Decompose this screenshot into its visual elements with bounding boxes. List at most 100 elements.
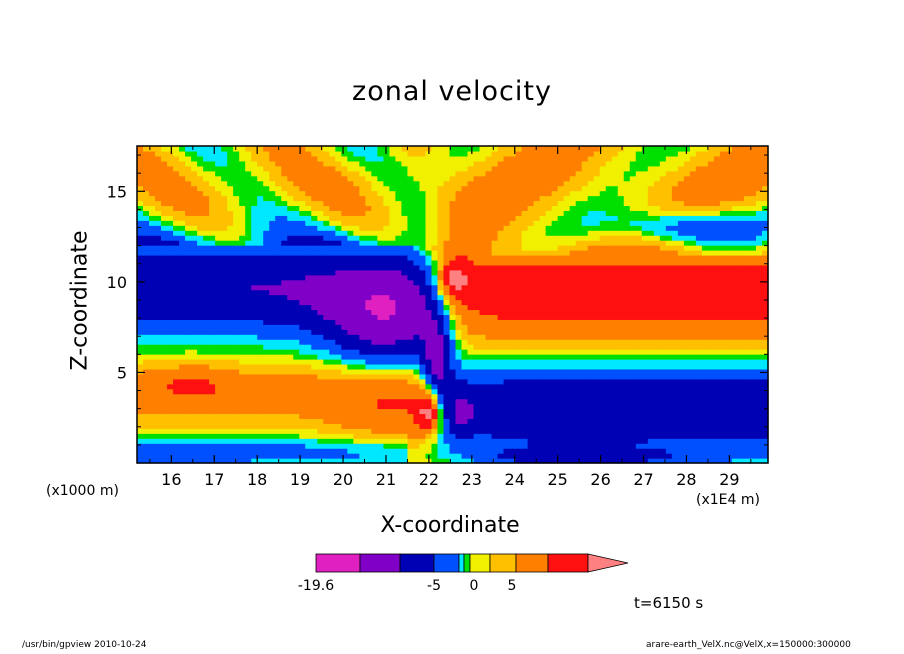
contour-cell: [653, 363, 661, 370]
contour-cell: [365, 383, 372, 390]
contour-cell: [341, 378, 348, 385]
contour-cell: [557, 259, 565, 266]
contour-cell: [407, 230, 415, 236]
contour-cell: [395, 358, 403, 365]
contour-cell: [443, 408, 451, 415]
contour-cell: [521, 314, 529, 320]
contour-cell: [647, 423, 655, 429]
contour-cell: [257, 448, 264, 454]
contour-cell: [695, 289, 703, 296]
contour-cell: [347, 235, 354, 241]
contour-cell: [449, 428, 457, 434]
contour-cell: [503, 314, 511, 320]
contour-cell: [341, 433, 348, 439]
contour-cell: [251, 403, 258, 410]
contour-cell: [149, 319, 156, 325]
contour-cell: [677, 388, 685, 395]
contour-cell: [371, 448, 378, 454]
contour-cell: [167, 368, 174, 375]
contour-cell: [323, 393, 330, 400]
contour-cell: [569, 284, 577, 291]
contour-cell: [233, 254, 240, 261]
contour-cell: [713, 344, 721, 350]
contour-cell: [347, 349, 354, 355]
contour-cell: [461, 344, 469, 350]
contour-cell: [749, 388, 757, 395]
contour-cell: [365, 329, 372, 335]
contour-cell: [425, 279, 433, 286]
contour-cell: [587, 413, 595, 420]
contour-cell: [599, 314, 607, 320]
contour-cell: [587, 383, 595, 390]
contour-cell: [155, 354, 162, 360]
contour-cell: [521, 245, 529, 251]
contour-cell: [323, 428, 330, 434]
contour-cell: [557, 433, 565, 439]
contour-cell: [215, 334, 222, 340]
contour-cell: [503, 304, 511, 311]
contour-cell: [641, 363, 649, 370]
contour-cell: [689, 344, 697, 350]
contour-cell: [365, 388, 372, 395]
contour-cell: [233, 339, 240, 345]
contour-cell: [491, 373, 499, 380]
contour-cell: [575, 358, 583, 365]
contour-cell: [161, 438, 168, 444]
contour-cell: [677, 250, 685, 256]
contour-cell: [731, 423, 739, 429]
contour-cell: [647, 274, 655, 281]
contour-cell: [167, 443, 174, 449]
contour-cell: [641, 349, 649, 355]
contour-cell: [383, 354, 390, 360]
contour-cell: [377, 259, 384, 266]
contour-cell: [509, 458, 517, 464]
contour-cell: [347, 398, 354, 405]
contour-cell: [749, 254, 757, 261]
contour-cell: [455, 408, 463, 415]
contour-cell: [251, 443, 258, 449]
contour-cell: [485, 408, 493, 415]
contour-cell: [503, 299, 511, 306]
contour-cell: [149, 363, 156, 370]
contour-cell: [713, 443, 721, 449]
contour-cell: [539, 433, 547, 439]
contour-cell: [155, 319, 162, 325]
contour-cell: [359, 398, 366, 405]
contour-cell: [701, 443, 709, 449]
contour-cell: [257, 264, 264, 271]
contour-cell: [137, 418, 144, 424]
contour-cell: [557, 443, 565, 449]
contour-cell: [605, 373, 613, 380]
contour-cell: [611, 309, 619, 315]
contour-cell: [671, 448, 679, 454]
contour-cell: [713, 378, 721, 385]
contour-cell: [179, 383, 186, 390]
contour-cell: [383, 423, 390, 429]
contour-cell: [713, 398, 721, 405]
contour-cell: [497, 289, 505, 296]
contour-cell: [269, 334, 276, 340]
contour-cell: [437, 329, 445, 335]
contour-cell: [605, 314, 613, 320]
contour-cell: [689, 393, 697, 400]
contour-cell: [479, 354, 487, 360]
contour-cell: [329, 240, 336, 246]
contour-cell: [677, 378, 685, 385]
contour-cell: [143, 299, 150, 306]
contour-cell: [617, 269, 625, 276]
contour-cell: [545, 354, 553, 360]
contour-cell: [401, 383, 409, 390]
contour-cell: [161, 428, 168, 434]
contour-cell: [263, 354, 270, 360]
contour-cell: [209, 354, 216, 360]
contour-cell: [287, 314, 294, 320]
contour-cell: [731, 433, 739, 439]
contour-cell: [647, 259, 655, 266]
contour-cell: [659, 413, 667, 420]
contour-cell: [149, 413, 156, 420]
contour-cell: [749, 408, 757, 415]
contour-cell: [329, 393, 336, 400]
contour-cell: [701, 269, 709, 276]
contour-cell: [491, 274, 499, 281]
contour-cell: [599, 294, 607, 301]
